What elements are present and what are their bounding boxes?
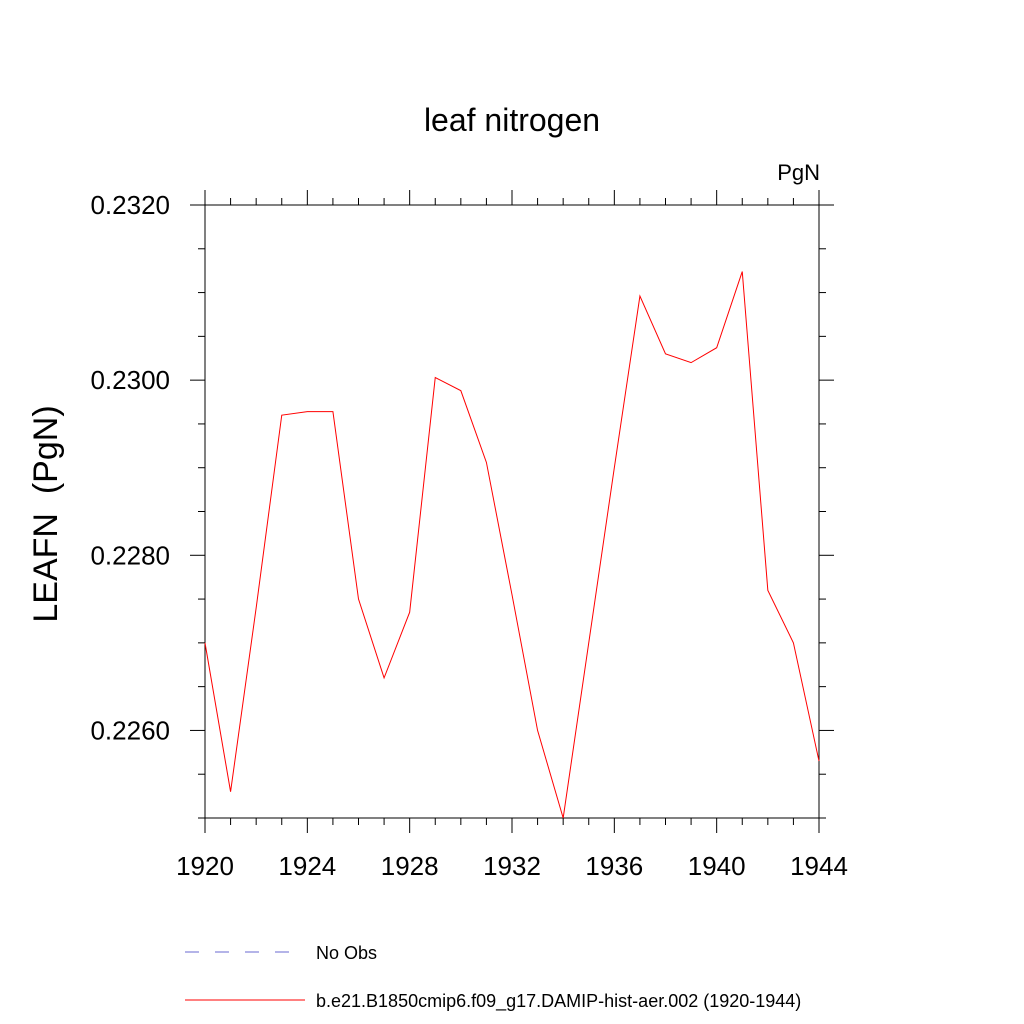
legend: No Obs b.e21.B1850cmip6.f09_g17.DAMIP-hi…	[185, 943, 801, 1012]
y-tick-label: 0.2260	[90, 715, 170, 745]
x-tick-label: 1940	[688, 851, 746, 881]
x-tick-label: 1924	[278, 851, 336, 881]
plot-frame	[204, 204, 820, 819]
units-label: PgN	[777, 160, 820, 185]
x-tick-label: 1936	[585, 851, 643, 881]
y-tick-label: 0.2300	[90, 365, 170, 395]
series-line	[204, 271, 820, 819]
legend-label-series: b.e21.B1850cmip6.f09_g17.DAMIP-hist-aer.…	[316, 991, 801, 1012]
chart-title: leaf nitrogen	[424, 102, 600, 138]
x-tick-label: 1944	[790, 851, 848, 881]
series-layer	[204, 271, 820, 819]
x-axis: 1920 1924 1928 1932 1936 1940 1944	[176, 190, 848, 881]
y-axis: 0.2260 0.2280 0.2300 0.2320	[90, 190, 834, 819]
x-tick-label: 1928	[381, 851, 439, 881]
x-tick-label: 1920	[176, 851, 234, 881]
plot-border	[204, 204, 820, 819]
y-tick-label: 0.2320	[90, 190, 170, 220]
x-tick-label: 1932	[483, 851, 541, 881]
legend-label-no-obs: No Obs	[316, 943, 377, 963]
y-axis-label: LEAFN (PgN)	[27, 405, 65, 622]
y-tick-label: 0.2280	[90, 540, 170, 570]
